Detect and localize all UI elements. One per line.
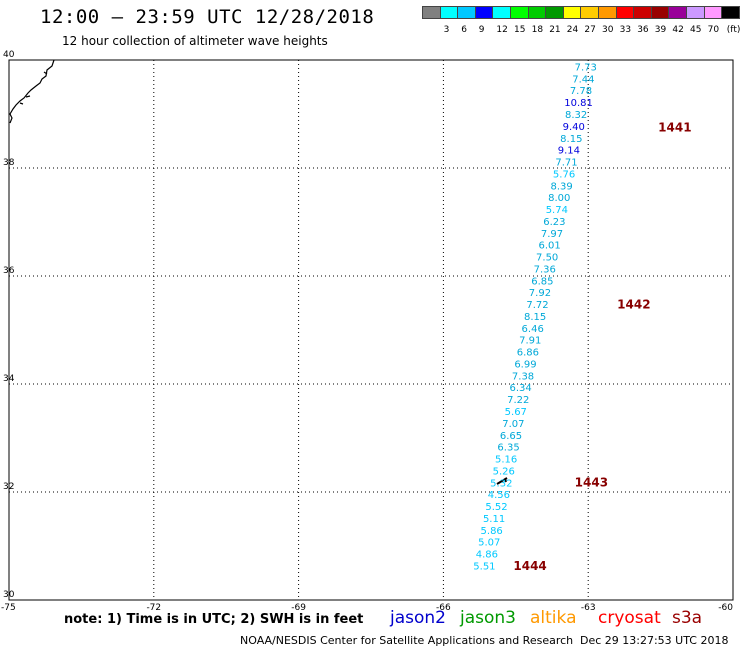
wave-height-value: 7.71 [555, 158, 577, 169]
lat-tick-label: 40 [3, 50, 15, 60]
lon-tick-label: -72 [146, 603, 161, 613]
legend-label: 33 [619, 25, 632, 35]
legend-label: 30 [602, 25, 614, 35]
satellite-name-cryosat: cryosat [598, 608, 661, 628]
wave-height-value: 10.81 [564, 98, 593, 109]
coastline [9, 59, 55, 124]
wave-height-value: 8.00 [548, 193, 570, 204]
map-frame [8, 59, 734, 601]
wave-height-value: 5.26 [493, 466, 515, 477]
wave-height-value: 6.85 [531, 276, 553, 287]
timestamp-text: Dec 29 13:27:53 UTC 2018 [580, 634, 729, 647]
wave-height-value: 6.65 [500, 431, 522, 442]
legend-label: 15 [514, 25, 526, 35]
pass-number-label: 1443 [575, 476, 608, 490]
island-mark [496, 477, 508, 485]
wave-height-value: 6.23 [543, 217, 565, 228]
legend-label: 36 [637, 25, 649, 35]
legend-unit: (ft) [726, 25, 740, 35]
wave-height-value: 8.15 [560, 134, 582, 145]
wave-height-value: 7.36 [534, 264, 556, 275]
map-subtitle: 12 hour collection of altimeter wave hei… [62, 34, 328, 48]
satellite-name-jason3: jason3 [460, 608, 516, 628]
wave-height-value: 7.78 [570, 86, 592, 97]
legend-label: 21 [549, 25, 561, 35]
legend-label: 24 [566, 25, 579, 35]
wave-height-value: 5.07 [478, 538, 500, 549]
wave-height-value: 5.32 [490, 478, 512, 489]
legend-label: 3 [443, 25, 450, 35]
wave-height-value: 7.97 [541, 229, 563, 240]
wave-height-value: 4.86 [476, 550, 498, 561]
credit-text: NOAA/NESDIS Center for Satellite Applica… [240, 634, 574, 647]
wave-height-value: 6.34 [509, 383, 531, 394]
legend-label: 45 [690, 25, 702, 35]
legend-label: 70 [707, 25, 720, 35]
wave-height-value: 7.07 [502, 419, 524, 430]
legend-label: 18 [531, 25, 544, 35]
wave-height-value: 7.73 [575, 62, 597, 73]
lat-tick-label: 34 [3, 374, 15, 384]
wave-height-value: 8.32 [565, 110, 587, 121]
pass-number-label: 1441 [658, 120, 691, 134]
wave-height-value: 6.86 [517, 348, 539, 359]
footer-note: note: 1) Time is in UTC; 2) SWH is in fe… [64, 612, 364, 627]
wave-height-value: 5.74 [546, 205, 568, 216]
wave-height-value: 5.76 [553, 169, 575, 180]
lon-tick-label: -75 [1, 603, 16, 613]
wave-height-value: 6.01 [538, 241, 560, 252]
legend-label: 12 [496, 25, 508, 35]
wave-height-value: 8.39 [551, 181, 573, 192]
lat-tick-label: 36 [3, 266, 15, 276]
legend-label: 39 [654, 25, 667, 35]
wave-height-value: 5.52 [485, 502, 507, 513]
wave-height-value: 7.44 [572, 74, 594, 85]
wave-height-value: 5.51 [473, 561, 495, 572]
wave-height-value: 8.15 [524, 312, 546, 323]
wave-height-value: 9.40 [563, 122, 585, 133]
map-title: 12:00 — 23:59 UTC 12/28/2018 [40, 6, 375, 28]
wave-height-value: 6.99 [514, 359, 536, 370]
pass-number-label: 1444 [513, 559, 546, 573]
wave-height-value: 5.86 [481, 526, 503, 537]
legend-label: 27 [584, 25, 596, 35]
legend-swatch [721, 6, 740, 19]
pass-number-label: 1442 [617, 298, 650, 312]
wave-height-value: 7.22 [507, 395, 529, 406]
legend-label: 9 [478, 25, 485, 35]
lon-tick-label: -66 [436, 603, 451, 613]
wave-height-value: 7.38 [512, 371, 534, 382]
legend-label: 6 [461, 25, 467, 35]
satellite-name-jason2: jason2 [390, 608, 446, 628]
lat-tick-label: 30 [3, 590, 15, 600]
wave-height-value: 6.46 [522, 324, 544, 335]
wave-height-value: 7.50 [536, 253, 558, 264]
lon-tick-label: -63 [581, 603, 596, 613]
wave-height-value: 9.14 [558, 146, 580, 157]
wave-height-value: 5.11 [483, 514, 505, 525]
lat-tick-label: 32 [3, 482, 14, 492]
wave-height-value: 5.16 [495, 455, 517, 466]
lon-tick-label: -69 [291, 603, 306, 613]
wave-height-value: 7.92 [529, 288, 551, 299]
satellite-name-s3a: s3a [672, 608, 703, 628]
lon-tick-label: -60 [718, 603, 733, 613]
satellite-name-altika: altika [530, 608, 577, 628]
wave-height-value: 5.67 [505, 407, 527, 418]
wave-height-value: 7.72 [526, 300, 548, 311]
legend-label: 42 [672, 25, 684, 35]
wave-height-value: 7.91 [519, 336, 541, 347]
wave-height-value: 6.35 [497, 443, 519, 454]
lat-tick-label: 38 [3, 158, 15, 168]
wave-height-value: 4.56 [488, 490, 510, 501]
